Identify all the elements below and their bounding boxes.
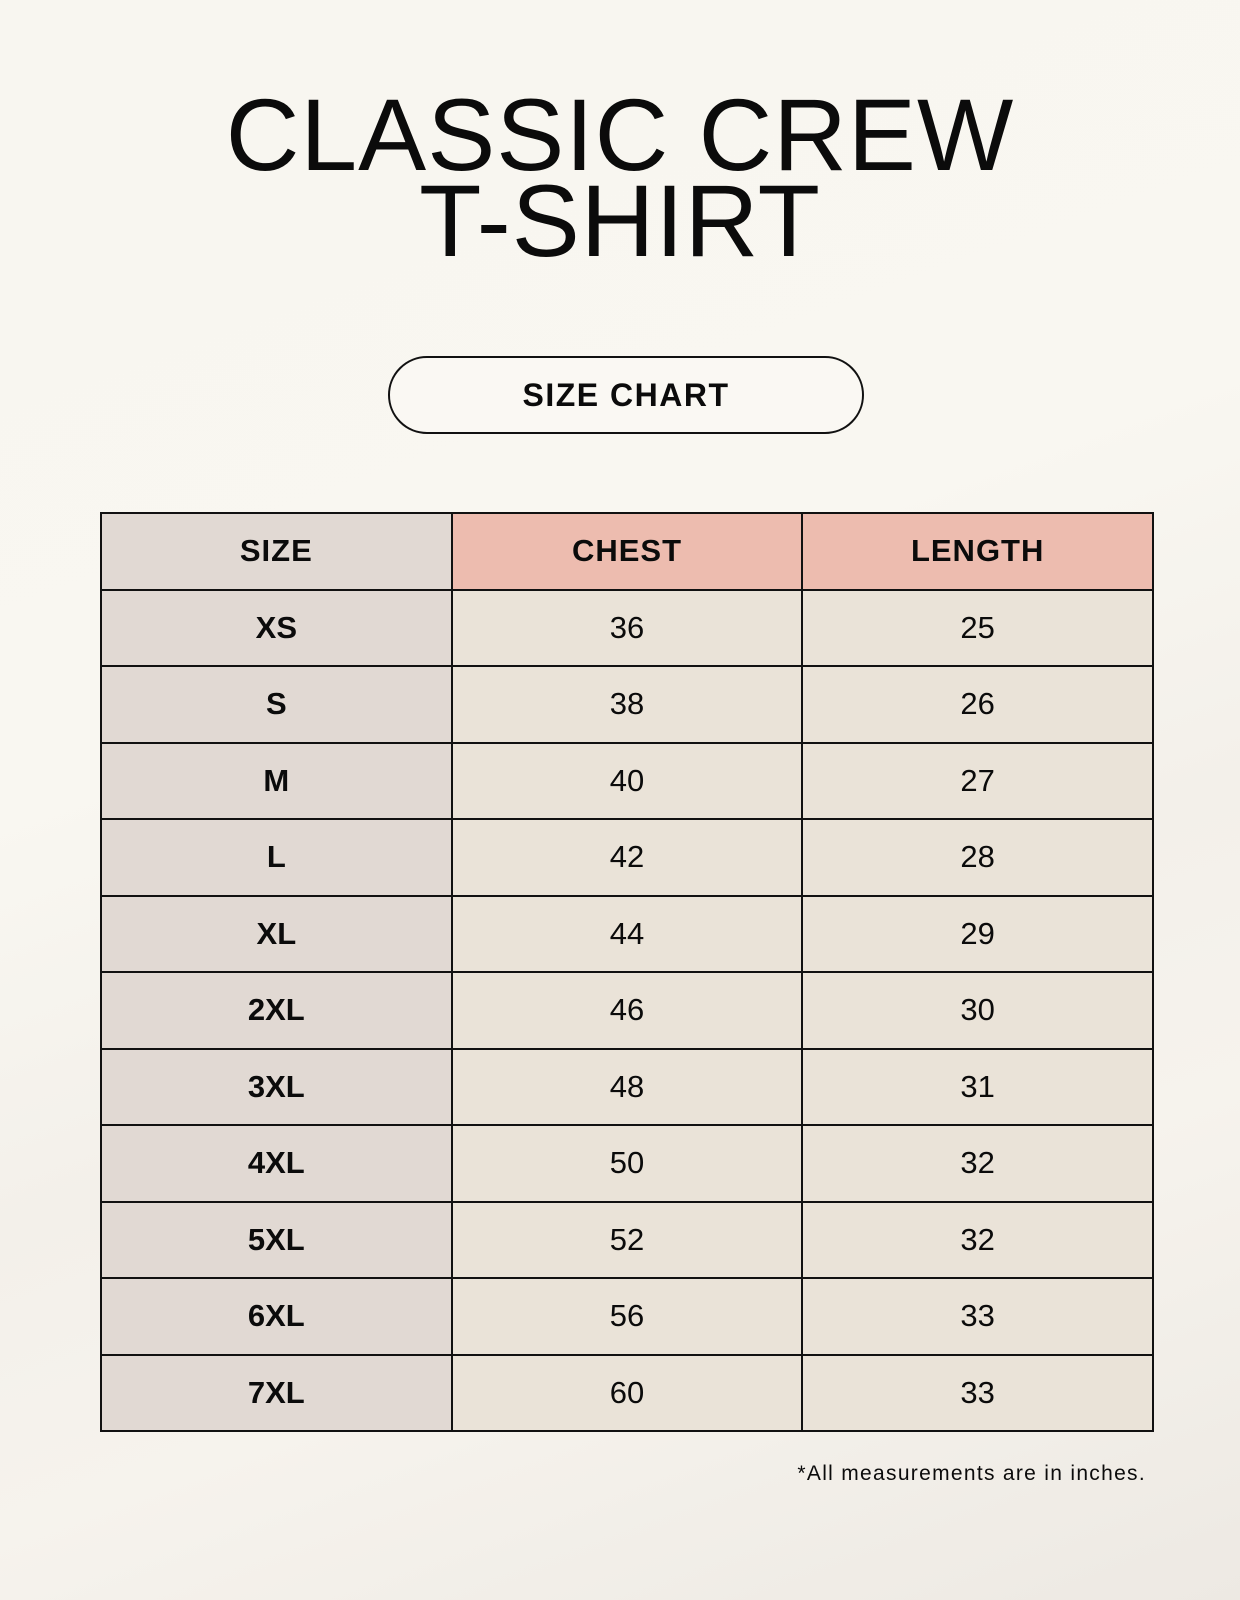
size-cell: XS	[100, 588, 453, 667]
length-cell: 31	[801, 1047, 1154, 1126]
header-chest: CHEST	[450, 512, 804, 591]
size-cell: 2XL	[100, 971, 453, 1050]
table-row: 5XL 52 32	[100, 1200, 1154, 1279]
measurement-note: *All measurements are in inches.	[797, 1462, 1146, 1485]
size-cell: S	[100, 665, 453, 744]
length-cell: 28	[801, 818, 1154, 897]
chest-cell: 56	[450, 1277, 804, 1356]
table-header-row: SIZE CHEST LENGTH	[100, 512, 1154, 591]
table-row: L 42 28	[100, 818, 1154, 897]
header-size: SIZE	[100, 512, 453, 591]
length-cell: 32	[801, 1200, 1154, 1279]
chest-cell: 46	[450, 971, 804, 1050]
size-cell: L	[100, 818, 453, 897]
length-cell: 29	[801, 894, 1154, 973]
table-row: 6XL 56 33	[100, 1277, 1154, 1356]
header-length: LENGTH	[801, 512, 1154, 591]
size-cell: XL	[100, 894, 453, 973]
chest-cell: 40	[450, 741, 804, 820]
table-row: 3XL 48 31	[100, 1047, 1154, 1126]
chest-cell: 44	[450, 894, 804, 973]
size-cell: 4XL	[100, 1124, 453, 1203]
size-cell: 6XL	[100, 1277, 453, 1356]
length-cell: 33	[801, 1277, 1154, 1356]
chest-cell: 36	[450, 588, 804, 667]
chest-cell: 50	[450, 1124, 804, 1203]
title-line-1: CLASSIC CREW	[225, 78, 1015, 192]
length-cell: 27	[801, 741, 1154, 820]
size-table: SIZE CHEST LENGTH XS 36 25 S 38 26 M 40 27 L 42 28 X…	[100, 512, 1154, 1432]
length-cell: 25	[801, 588, 1154, 667]
title-line-2: T-SHIRT	[419, 164, 821, 278]
size-cell: M	[100, 741, 453, 820]
table-row: 7XL 60 33	[100, 1353, 1154, 1432]
chest-cell: 38	[450, 665, 804, 744]
length-cell: 30	[801, 971, 1154, 1050]
table-row: XL 44 29	[100, 894, 1154, 973]
chest-cell: 48	[450, 1047, 804, 1126]
table-row: XS 36 25	[100, 588, 1154, 667]
length-cell: 26	[801, 665, 1154, 744]
table-row: S 38 26	[100, 665, 1154, 744]
chest-cell: 52	[450, 1200, 804, 1279]
table-row: M 40 27	[100, 741, 1154, 820]
table-row: 4XL 50 32	[100, 1124, 1154, 1203]
length-cell: 33	[801, 1353, 1154, 1432]
length-cell: 32	[801, 1124, 1154, 1203]
table-row: 2XL 46 30	[100, 971, 1154, 1050]
size-cell: 5XL	[100, 1200, 453, 1279]
chest-cell: 60	[450, 1353, 804, 1432]
chest-cell: 42	[450, 818, 804, 897]
size-cell: 7XL	[100, 1353, 453, 1432]
size-chart-badge: SIZE CHART	[388, 356, 864, 434]
size-cell: 3XL	[100, 1047, 453, 1126]
page-title: CLASSIC CREW T-SHIRT	[0, 78, 1240, 278]
